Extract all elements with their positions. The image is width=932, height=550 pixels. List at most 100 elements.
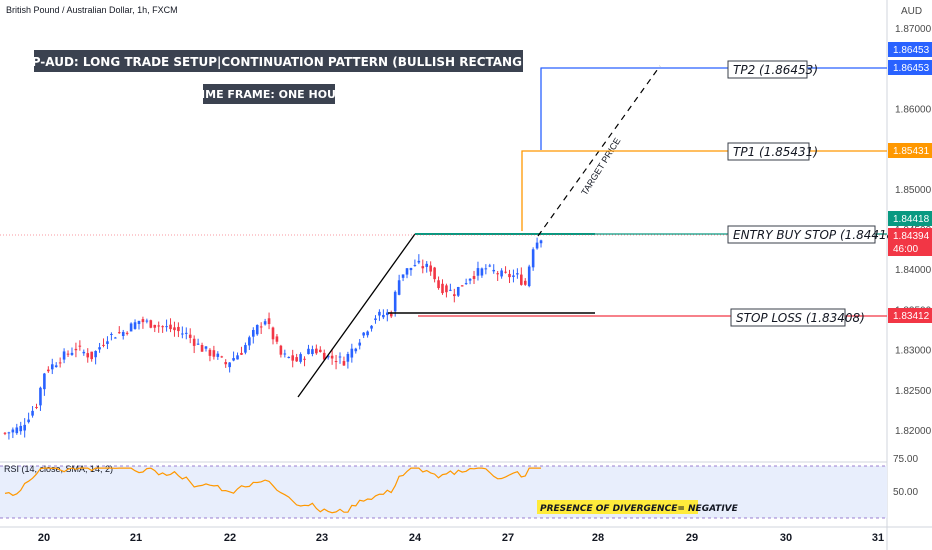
candle-body xyxy=(102,344,105,346)
last-price-tag xyxy=(888,228,932,256)
candle-body xyxy=(299,354,302,362)
candle-body xyxy=(251,329,255,337)
x-tick-label: 29 xyxy=(686,532,698,544)
tp2-price-tag-a-text: 1.86453 xyxy=(893,45,930,56)
candle-body xyxy=(94,350,97,358)
candle-body xyxy=(248,337,251,346)
candle-body xyxy=(492,269,496,272)
candle-body xyxy=(267,318,271,325)
candles-group xyxy=(3,237,543,440)
y-tick-label: 1.82500 xyxy=(895,386,932,397)
candle-body xyxy=(382,314,385,318)
x-tick-label: 31 xyxy=(872,532,884,544)
candle-body xyxy=(445,285,448,293)
candle-body xyxy=(86,353,90,358)
candle-body xyxy=(244,345,247,353)
candle-body xyxy=(307,348,310,355)
tp2-label: TP2 (1.86453) xyxy=(733,63,818,77)
stop-price-tag xyxy=(888,308,932,323)
candle-body xyxy=(468,278,472,281)
candle-body xyxy=(110,333,113,335)
candle-body xyxy=(62,351,66,360)
candle-body xyxy=(98,347,101,350)
candle-body xyxy=(216,353,220,357)
stop-price-tag-text: 1.83412 xyxy=(893,311,930,322)
candle-body xyxy=(66,353,70,355)
last-price-tag-text: 1.84394 xyxy=(893,231,930,242)
candle-body xyxy=(370,325,373,329)
x-tick-label: 30 xyxy=(780,532,792,544)
candle-body xyxy=(7,432,11,434)
candle-body xyxy=(106,341,109,344)
candle-body xyxy=(393,291,397,312)
candle-body xyxy=(153,324,157,328)
candle-body xyxy=(460,285,464,287)
candle-body xyxy=(413,265,417,267)
candle-body xyxy=(255,324,259,335)
candle-body xyxy=(141,319,145,323)
y-tick-label: 1.86000 xyxy=(895,104,932,115)
candle-body xyxy=(362,332,365,336)
currency-label: AUD xyxy=(901,6,922,17)
entry-label: ENTRY BUY STOP (1.84418) xyxy=(733,228,899,242)
candle-body xyxy=(74,348,78,351)
tp2-price-tag-b-text: 1.86453 xyxy=(893,63,930,74)
entry-box xyxy=(727,225,876,244)
x-axis: 20 21 22 23 24 27 28 29 30 31 xyxy=(38,532,884,544)
candle-body xyxy=(449,289,452,291)
candle-body xyxy=(240,352,243,355)
x-tick-label: 23 xyxy=(316,532,328,544)
candle-body xyxy=(279,345,283,355)
x-tick-label: 27 xyxy=(502,532,514,544)
candle-body xyxy=(184,332,188,334)
candle-body xyxy=(23,424,26,431)
candle-body xyxy=(378,311,381,316)
candle-body xyxy=(19,425,23,432)
candle-body xyxy=(409,267,413,271)
title-text: GBP-AUD: LONG TRADE SETUP|CONTINUATION P… xyxy=(13,55,544,69)
candle-body xyxy=(374,318,377,321)
candle-body xyxy=(389,313,393,317)
tp1-price-tag-text: 1.85431 xyxy=(893,146,930,157)
candle-body xyxy=(54,365,58,368)
candle-body xyxy=(342,361,346,366)
candle-body xyxy=(27,419,30,423)
y-tick-label: 1.82000 xyxy=(895,426,932,437)
candle-body xyxy=(437,280,440,289)
candle-body xyxy=(386,312,389,316)
y-tick-label: 1.84000 xyxy=(895,265,932,276)
candle-body xyxy=(441,283,444,294)
candle-body xyxy=(121,331,125,336)
candle-body xyxy=(82,351,86,354)
candle-body xyxy=(508,273,511,278)
candle-body xyxy=(3,432,7,434)
tp1-label: TP1 (1.85431) xyxy=(733,145,818,159)
candle-body xyxy=(43,373,46,390)
candle-body xyxy=(259,326,263,328)
candle-body xyxy=(39,387,42,406)
candle-body xyxy=(145,320,149,322)
candle-body xyxy=(188,334,192,338)
candle-body xyxy=(531,249,535,268)
y-tick-label: 1.85000 xyxy=(895,185,932,196)
candle-body xyxy=(177,326,180,332)
entry-price-tag-text: 1.84418 xyxy=(893,214,930,225)
candle-body xyxy=(283,353,287,355)
rsi-mid-tick: 50.00 xyxy=(893,487,918,498)
candle-body xyxy=(157,325,160,327)
x-tick-label: 21 xyxy=(130,532,142,544)
candle-body xyxy=(196,343,200,345)
candle-body xyxy=(535,242,539,249)
candle-body xyxy=(484,268,488,270)
tp2-box xyxy=(727,60,808,79)
candle-body xyxy=(114,337,117,339)
candle-body xyxy=(35,406,38,408)
candle-body xyxy=(181,333,184,335)
x-tick-label: 22 xyxy=(224,532,236,544)
x-tick-label: 28 xyxy=(592,532,604,544)
candle-body xyxy=(204,346,208,349)
candle-body xyxy=(15,427,19,434)
candle-body xyxy=(271,327,275,340)
candle-body xyxy=(303,358,306,360)
